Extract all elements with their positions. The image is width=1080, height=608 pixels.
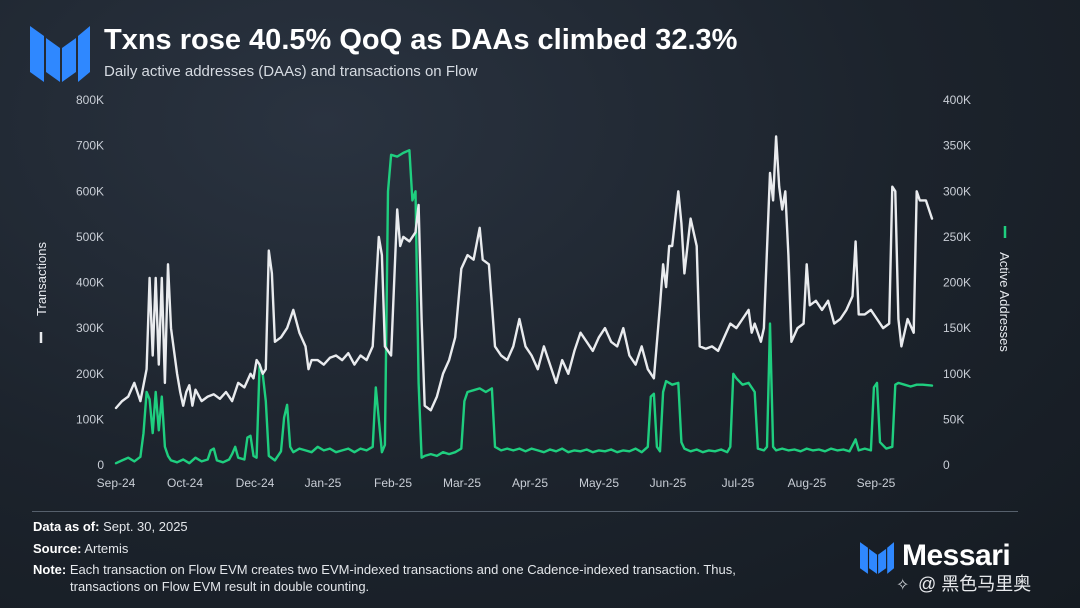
left-tick-label: 700K <box>76 139 104 153</box>
messari-brand-name: Messari <box>902 539 1011 572</box>
chart-canvas: 0 100K 200K 300K 400K 500K 600K 700K 800K 0 50K 100… <box>34 93 1012 490</box>
data-as-of-value: Sept. 30, 2025 <box>103 519 188 534</box>
x-tick-label: Aug-25 <box>788 476 827 490</box>
left-tick-label: 0 <box>97 458 104 472</box>
watermark-text: @ 黑色马里奥 <box>918 574 1032 594</box>
x-tick-label: Sep-24 <box>97 476 136 490</box>
source-value: Artemis <box>84 541 129 556</box>
left-tick-label: 400K <box>76 276 104 290</box>
right-tick-label: 150K <box>943 321 971 335</box>
x-tick-label: Oct-24 <box>167 476 203 490</box>
source: Source: Artemis <box>33 541 128 556</box>
x-tick-label: Jan-25 <box>305 476 342 490</box>
x-tick-label: Jun-25 <box>650 476 687 490</box>
x-tick-label: Dec-24 <box>236 476 275 490</box>
transactions-series-line <box>114 135 934 412</box>
x-tick-label: Jul-25 <box>722 476 755 490</box>
left-tick-label: 200K <box>76 367 104 381</box>
right-tick-label: 0 <box>943 458 950 472</box>
x-tick-label: May-25 <box>579 476 619 490</box>
watermark-icon: ✧ <box>896 577 910 594</box>
left-axis-title: Transactions <box>34 242 49 316</box>
chart-title: Txns rose 40.5% QoQ as DAAs climbed 32.3… <box>104 24 738 56</box>
messari-brand-icon <box>860 542 894 574</box>
left-tick-label: 800K <box>76 93 104 107</box>
note-line2: transactions on Flow EVM result in doubl… <box>70 579 370 594</box>
left-tick-label: 600K <box>76 184 104 198</box>
note: Note: Each transaction on Flow EVM creat… <box>33 562 736 577</box>
messari-brand: Messari <box>860 539 1020 579</box>
left-tick-label: 500K <box>76 230 104 244</box>
data-as-of: Data as of: Sept. 30, 2025 <box>33 519 188 534</box>
footer-divider <box>32 511 1018 512</box>
messari-logo-icon <box>30 26 90 82</box>
x-tick-label: Feb-25 <box>374 476 412 490</box>
right-tick-label: 400K <box>943 93 971 107</box>
note-label: Note: <box>33 562 67 577</box>
right-tick-label: 350K <box>943 139 971 153</box>
watermark: ✧ @ 黑色马里奥 <box>896 570 1031 596</box>
left-tick-label: 100K <box>76 412 104 426</box>
right-tick-label: 200K <box>943 276 971 290</box>
left-tick-label: 300K <box>76 321 104 335</box>
right-tick-label: 250K <box>943 230 971 244</box>
note-line1: Each transaction on Flow EVM creates two… <box>69 562 736 577</box>
x-tick-label: Sep-25 <box>857 476 896 490</box>
daa-series-line <box>114 149 934 465</box>
data-as-of-label: Data as of: <box>33 519 100 534</box>
x-tick-label: Mar-25 <box>443 476 481 490</box>
right-tick-label: 50K <box>943 412 964 426</box>
right-tick-label: 100K <box>943 367 971 381</box>
x-tick-label: Apr-25 <box>512 476 548 490</box>
chart-subtitle: Daily active addresses (DAAs) and transa… <box>104 63 478 80</box>
source-label: Source: <box>33 541 82 556</box>
right-axis-title: Active Addresses <box>997 252 1012 352</box>
right-tick-label: 300K <box>943 184 971 198</box>
